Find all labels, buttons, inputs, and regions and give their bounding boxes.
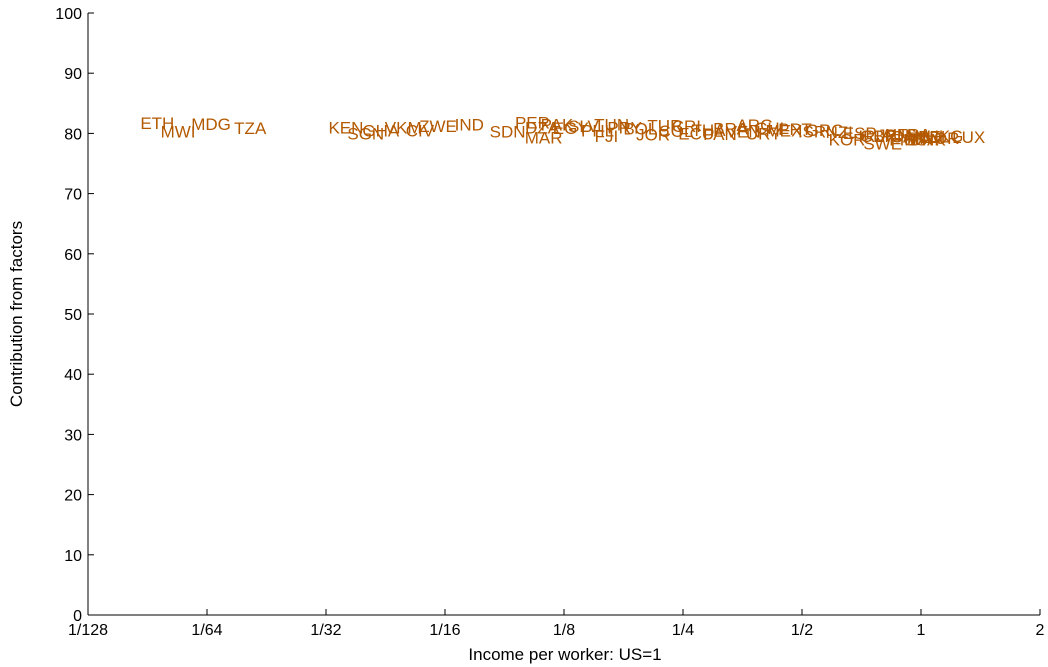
y-tick-label: 0 [73, 608, 82, 625]
point-label-phl: PHL [581, 121, 614, 140]
y-tick-label: 20 [64, 488, 82, 505]
x-tick-label: 1/2 [791, 622, 813, 639]
point-label-isr: ISR [798, 123, 826, 142]
point-label-gha: GHA [362, 121, 400, 140]
point-label-bel: BEL [918, 127, 950, 146]
point-label-egy: EGY [553, 119, 589, 138]
point-label-ken: KEN [328, 118, 363, 137]
point-label-vkm: VKM [385, 118, 422, 137]
point-label-tza: TZA [234, 119, 267, 138]
point-label-civ: CIV [406, 121, 435, 140]
point-label-mwi: MWI [161, 123, 196, 142]
point-label-lux: LUX [952, 128, 985, 147]
point-label-swe: SWE [863, 135, 902, 154]
y-tick-label: 10 [64, 548, 82, 565]
point-label-grc: GRC [806, 121, 844, 140]
point-label-eth: ETH [140, 114, 174, 133]
x-axis-label: Income per worker: US=1 [468, 645, 661, 664]
y-tick-label: 60 [64, 247, 82, 264]
x-tick-label: 1/8 [553, 622, 575, 639]
y-tick-label: 50 [64, 307, 82, 324]
point-label-pry: PRY [607, 118, 642, 137]
point-label-fin: FIN [889, 130, 916, 149]
point-label-nor: NOR [922, 129, 960, 148]
point-label-col: COL [659, 122, 694, 141]
axes: 1/128 1/64 1/32 1/16 1/8 1/4 1/2 1 2010203040506… [55, 6, 1044, 639]
point-label-mdg: MDG [191, 115, 231, 134]
point-label-slv: SLV [568, 117, 600, 136]
x-tick-label: 1/32 [310, 622, 341, 639]
y-tick-label: 30 [64, 427, 82, 444]
point-label-nld: NLD [907, 128, 941, 147]
point-label-pak: PAK [541, 115, 574, 134]
point-label-can: CAN [891, 127, 927, 146]
y-tick-label: 40 [64, 367, 82, 384]
point-label-tun: TUN [594, 115, 629, 134]
point-label-dza: DZA [525, 118, 560, 137]
y-tick-label: 90 [64, 66, 82, 83]
point-label-fji: FJI [595, 127, 619, 146]
point-label-ven: VEN [726, 123, 761, 142]
point-label-ecu: ECU [678, 124, 714, 143]
x-tick-label: 1/64 [191, 622, 222, 639]
point-label-bol: BOL [623, 120, 657, 139]
y-tick-label: 70 [64, 187, 82, 204]
point-label-aus: AUS [882, 126, 917, 145]
point-label-per: PER [515, 114, 550, 133]
point-label-nzl: NZL [826, 123, 858, 142]
point-label-chl: CHL [755, 119, 789, 138]
y-tick-label: 100 [55, 6, 82, 23]
point-label-usa: USA [904, 130, 940, 149]
y-tick-label: 80 [64, 126, 82, 143]
y-axis-label: Contribution from factors [7, 221, 26, 407]
point-label-bra: BRA [713, 120, 749, 139]
point-label-mex: MEX [765, 121, 802, 140]
x-tick-label: 1/4 [672, 622, 694, 639]
point-label-sdn: SDN [490, 123, 526, 142]
point-label-ita: ITA [907, 129, 933, 148]
point-label-ind: IND [455, 115, 484, 134]
point-label-prt: PRT [778, 120, 812, 139]
point-label-jpn: JPN [877, 126, 909, 145]
point-label-irl: IRL [858, 127, 884, 146]
point-label-jor: JOR [636, 126, 670, 145]
x-tick-label: 2 [1036, 622, 1045, 639]
point-label-tha: THA [691, 121, 726, 140]
point-label-fra: FRA [897, 126, 932, 145]
point-label-kor: KOR [829, 130, 866, 149]
point-label-tur: TUR [647, 117, 682, 136]
point-label-cri: CRI [672, 117, 701, 136]
point-label-ury: URY [746, 124, 782, 143]
point-label-pan: PAN [703, 125, 737, 144]
point-label-dnk: DNK [910, 130, 947, 149]
point-label-esp: ESP [843, 124, 877, 143]
point-label-arg: ARG [736, 116, 773, 135]
point-label-zwe: ZWE [419, 117, 457, 136]
x-tick-label: 1 [917, 622, 926, 639]
x-tick-label: 1/128 [68, 622, 108, 639]
point-label-sgn: SGN [347, 124, 384, 143]
point-label-hkg: HKG [927, 127, 964, 146]
x-tick-label: 1/16 [429, 622, 460, 639]
point-label-gbr: GBR [860, 127, 897, 146]
point-label-mar: MAR [525, 129, 563, 148]
